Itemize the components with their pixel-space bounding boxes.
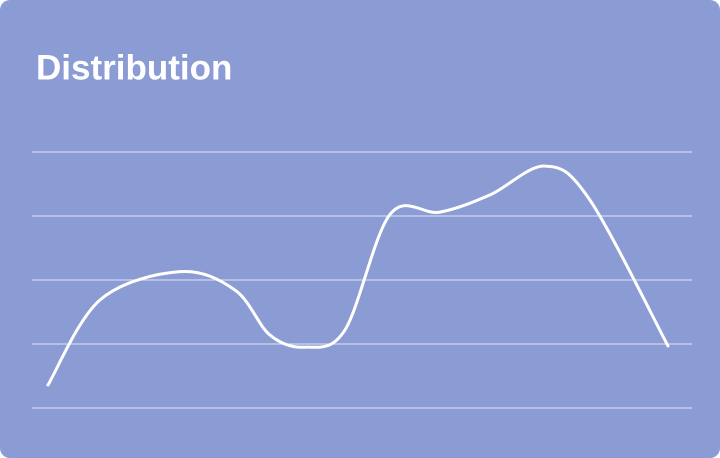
chart-title: Distribution	[36, 48, 232, 87]
line-series	[46, 164, 670, 387]
